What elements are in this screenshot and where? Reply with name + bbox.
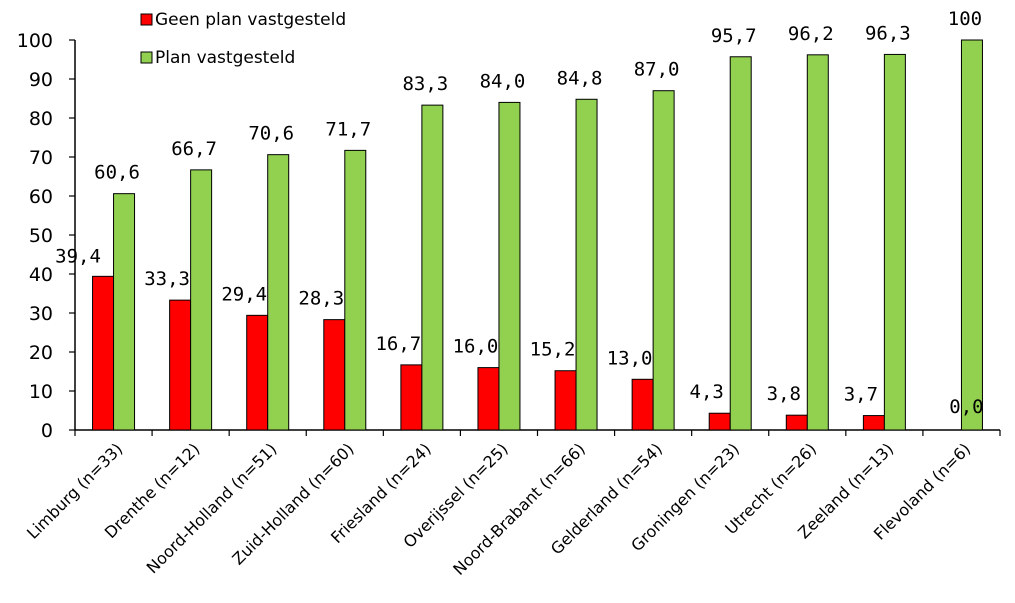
bar-geen-plan <box>323 319 346 431</box>
data-label-geen-plan: 39,4 <box>55 245 101 267</box>
bar-plan-vastgesteld <box>806 54 829 431</box>
y-tick-label: 20 <box>29 342 53 364</box>
data-label-geen-plan: 15,2 <box>530 339 576 361</box>
data-label-plan-vastgesteld: 60,6 <box>94 162 140 184</box>
y-tick-label: 90 <box>29 69 53 91</box>
data-labels: 39,4 60,6 33,3 66,7 29,4 70,6 28,3 71,7 16,7 83,3… <box>55 8 983 418</box>
category-label: Noord-Brabant (n=66) <box>449 439 589 579</box>
bar-plan-vastgesteld <box>421 104 444 431</box>
y-tick-label: 80 <box>29 108 53 130</box>
bar-plan-vastgesteld <box>652 90 675 431</box>
bar-geen-plan <box>477 367 500 431</box>
data-label-geen-plan: 29,4 <box>221 283 267 305</box>
bar-plan-vastgesteld <box>344 149 367 431</box>
bar-geen-plan <box>862 415 885 431</box>
data-label-geen-plan: 16,7 <box>375 333 421 355</box>
y-tick-label: 0 <box>41 420 53 442</box>
legend-swatch <box>140 13 153 26</box>
data-label-plan-vastgesteld: 83,3 <box>402 73 448 95</box>
bar-plan-vastgesteld <box>267 154 290 431</box>
bar-geen-plan <box>92 275 115 431</box>
data-label-geen-plan: 28,3 <box>298 288 344 310</box>
axes <box>74 40 1001 436</box>
bar-plan-vastgesteld <box>113 193 136 431</box>
bar-geen-plan <box>785 414 808 431</box>
bar-geen-plan <box>169 299 192 431</box>
data-label-plan-vastgesteld: 96,3 <box>865 22 911 44</box>
legend: Geen plan vastgesteld Plan vastgesteld <box>140 10 346 68</box>
bar-plan-vastgesteld <box>190 169 213 431</box>
legend-swatch <box>140 51 153 64</box>
data-label-geen-plan: 4,3 <box>690 381 724 403</box>
data-label-plan-vastgesteld: 84,8 <box>557 67 603 89</box>
legend-label: Plan vastgesteld <box>155 48 295 68</box>
bar-plan-vastgesteld <box>883 53 906 431</box>
bar-plan-vastgesteld <box>498 101 521 431</box>
data-label-plan-vastgesteld: 95,7 <box>711 25 757 47</box>
bar-plan-vastgesteld <box>575 98 598 431</box>
y-tick-label: 30 <box>29 303 53 325</box>
y-tick-label: 60 <box>29 186 53 208</box>
bar-geen-plan <box>554 370 577 431</box>
bars <box>92 39 983 431</box>
bar-geen-plan <box>400 364 423 431</box>
data-label-plan-vastgesteld: 84,0 <box>480 70 526 92</box>
data-label-plan-vastgesteld: 70,6 <box>248 123 294 145</box>
data-label-geen-plan: 13,0 <box>607 347 653 369</box>
bar-geen-plan <box>631 378 654 431</box>
bar-plan-vastgesteld <box>729 56 752 431</box>
data-label-geen-plan: 16,0 <box>453 336 499 358</box>
category-label: Noord-Holland (n=51) <box>143 439 281 577</box>
data-label-plan-vastgesteld: 71,7 <box>325 118 371 140</box>
data-label-plan-vastgesteld: 100 <box>948 8 982 30</box>
y-tick-label: 40 <box>29 264 53 286</box>
bar-plan-vastgesteld <box>960 39 983 431</box>
data-label-geen-plan: 0,0 <box>949 396 983 418</box>
bar-geen-plan <box>246 314 269 431</box>
category-labels: Limburg (n=33)Drenthe (n=12)Noord-Hollan… <box>23 439 974 579</box>
y-axis-ticks: 0 10 20 30 40 50 60 70 80 90 100 <box>17 30 75 442</box>
data-label-geen-plan: 3,7 <box>844 384 878 406</box>
data-label-geen-plan: 33,3 <box>144 268 190 290</box>
y-tick-label: 100 <box>17 30 53 52</box>
y-tick-label: 10 <box>29 381 53 403</box>
y-tick-label: 70 <box>29 147 53 169</box>
data-label-geen-plan: 3,8 <box>767 383 801 405</box>
data-label-plan-vastgesteld: 96,2 <box>788 23 834 45</box>
legend-label: Geen plan vastgesteld <box>155 10 346 30</box>
y-tick-label: 50 <box>29 225 53 247</box>
bar-geen-plan <box>708 412 731 431</box>
data-label-plan-vastgesteld: 87,0 <box>634 59 680 81</box>
data-label-plan-vastgesteld: 66,7 <box>171 138 217 160</box>
